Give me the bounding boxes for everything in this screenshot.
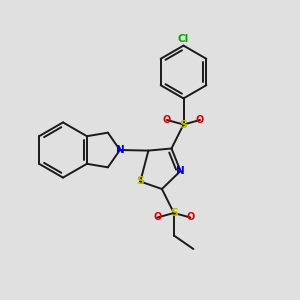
Text: O: O [153,212,161,223]
Text: S: S [179,119,188,130]
Text: S: S [170,208,178,218]
Text: O: O [163,115,171,125]
Text: N: N [176,166,185,176]
Text: O: O [196,115,204,125]
Text: S: S [136,176,144,187]
Text: N: N [116,145,124,155]
Text: Cl: Cl [178,34,189,44]
Text: O: O [186,212,194,223]
